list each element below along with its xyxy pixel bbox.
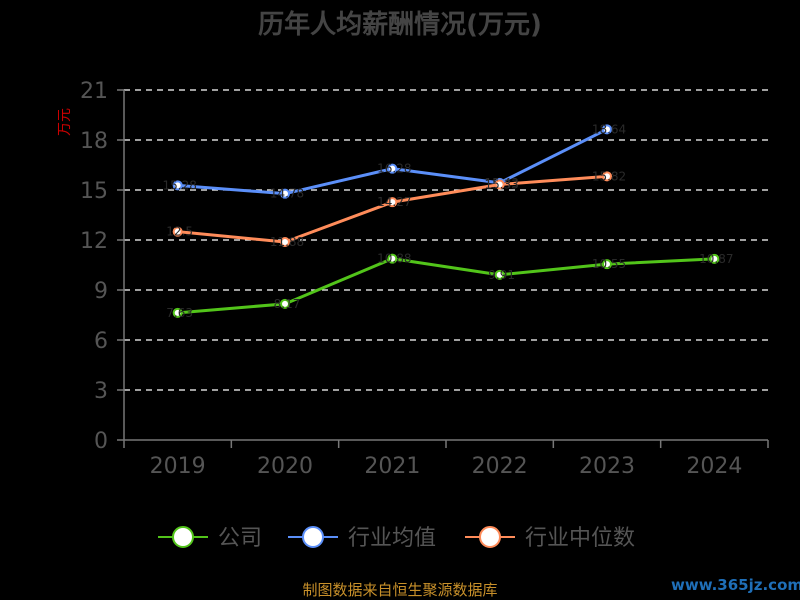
data-label: 15.82	[592, 169, 626, 183]
data-label: 14.78	[270, 187, 304, 201]
legend-item-2: 行业中位数	[465, 526, 635, 551]
y-tick-label: 9	[94, 279, 108, 304]
data-label: 8.17	[274, 297, 301, 311]
x-tick-label: 2021	[364, 454, 420, 479]
legend-label: 行业均值	[348, 526, 436, 551]
data-label: 11.88	[270, 235, 304, 249]
data-label: 12.5	[166, 225, 193, 239]
data-label: 15.28	[162, 178, 196, 192]
series-line	[177, 257, 715, 315]
data-label: 14.27	[377, 195, 411, 209]
source-note: 制图数据来自恒生聚源数据库	[302, 581, 497, 599]
data-point	[172, 226, 183, 237]
y-tick-label: 3	[94, 379, 108, 404]
legend-item-1: 行业均值	[288, 526, 436, 551]
y-tick-label: 12	[80, 229, 108, 254]
legend-marker	[479, 526, 501, 548]
data-point	[602, 124, 612, 135]
series-0: 7.63 8.17 10.88 9.91 10.55 10.87	[166, 252, 733, 320]
legend-label: 行业中位数	[525, 526, 635, 551]
data-point	[280, 188, 290, 199]
y-tick-label: 15	[80, 179, 108, 204]
legend-item-0: 公司	[158, 526, 262, 551]
data-point	[494, 269, 505, 280]
legend: 公司 行业均值 行业中位数	[158, 526, 635, 551]
axes: 0 3 6 9 12 15 18 21 2019 2020 2021 2022 2023 2024	[80, 79, 769, 479]
data-point	[387, 197, 398, 208]
watermark: www.365jz.com	[671, 576, 800, 594]
data-point	[602, 171, 612, 182]
x-tick-label: 2022	[472, 454, 528, 479]
data-label: 15.33	[484, 178, 518, 192]
x-tick-label: 2020	[257, 454, 313, 479]
chart-title: 历年人均薪酬情况(万元)	[258, 9, 542, 40]
x-tick-label: 2024	[686, 454, 742, 479]
data-label: 9.91	[488, 268, 515, 282]
x-tick-label: 2019	[150, 454, 206, 479]
data-label: 10.88	[377, 252, 411, 266]
legend-marker	[302, 526, 324, 548]
data-label: 10.87	[699, 252, 733, 266]
data-point	[709, 253, 720, 264]
data-point	[280, 237, 290, 247]
legend-label: 公司	[218, 526, 262, 551]
data-label: 16.28	[377, 162, 411, 176]
data-point	[387, 253, 398, 264]
y-tick-label: 21	[80, 79, 108, 104]
data-label: 10.55	[592, 257, 626, 271]
y-tick-label: 18	[80, 129, 108, 154]
data-point	[280, 298, 290, 309]
data-point	[387, 163, 398, 174]
y-tick-label: 6	[94, 329, 108, 354]
x-tick-label: 2023	[579, 454, 635, 479]
y-axis-label: 万元	[57, 108, 73, 136]
series-lines: 7.63 8.17 10.88 9.91 10.55 10.87 15.28 14.78 16.…	[162, 122, 733, 320]
data-label: 7.63	[166, 306, 193, 320]
series-2: 12.5 11.88 14.27 15.33 15.82	[166, 169, 626, 249]
data-point	[602, 259, 612, 270]
gridlines	[124, 89, 768, 391]
legend-marker	[172, 526, 194, 548]
data-label: 18.64	[592, 122, 626, 136]
data-point	[172, 180, 183, 191]
data-point	[172, 307, 183, 318]
data-point	[494, 179, 505, 190]
y-tick-label: 0	[94, 429, 108, 454]
